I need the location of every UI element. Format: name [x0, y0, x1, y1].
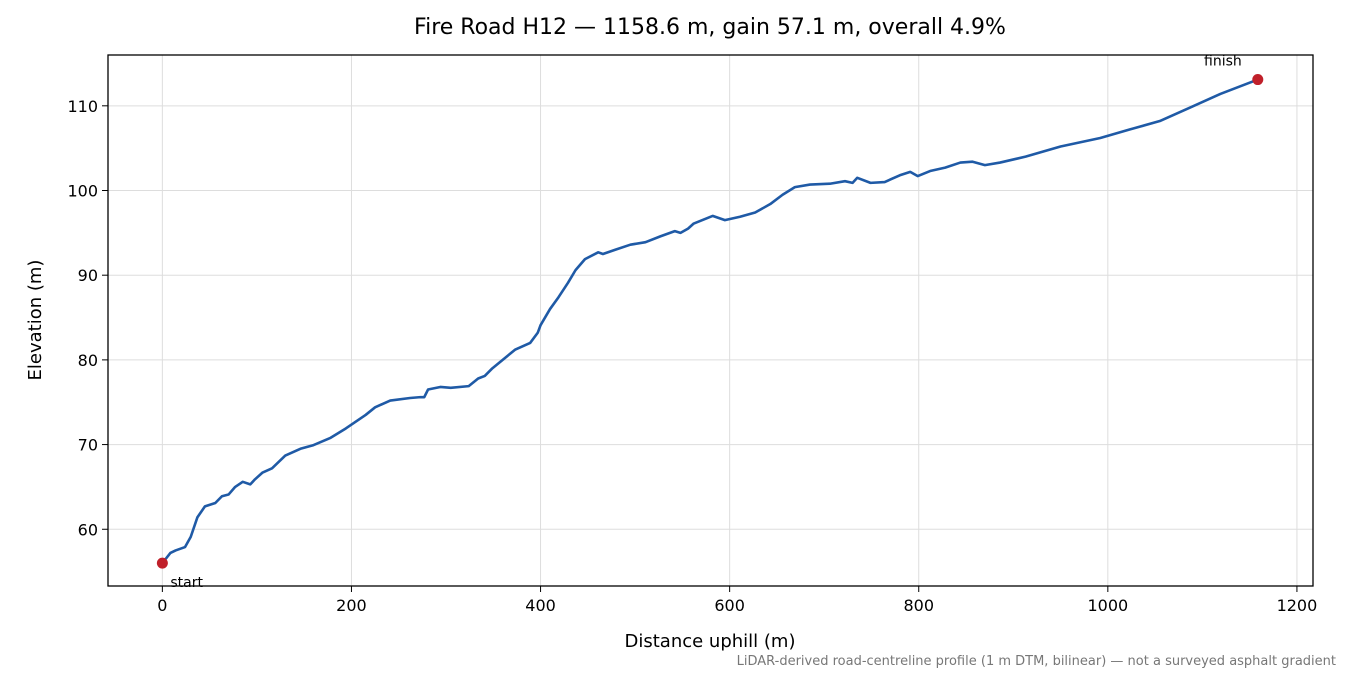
plot: start finish	[156, 54, 1264, 591]
y-tick-label: 90	[78, 266, 98, 285]
x-tick-label: 1000	[1087, 596, 1128, 615]
x-tick-label: 800	[903, 596, 934, 615]
x-tick-label: 400	[525, 596, 556, 615]
y-tick-label: 60	[78, 520, 98, 539]
x-tick-label: 0	[157, 596, 167, 615]
endpoint-marker	[156, 557, 168, 569]
endpoint-marker	[1252, 74, 1264, 86]
y-tick-label: 80	[78, 351, 98, 370]
x-tick-label: 600	[714, 596, 745, 615]
y-tick-label: 70	[78, 436, 98, 455]
y-axis-label: Elevation (m)	[25, 260, 46, 381]
chart-title: Fire Road H12 — 1158.6 m, gain 57.1 m, o…	[414, 15, 1006, 40]
endpoint-label: finish	[1204, 54, 1242, 70]
x-tick-label: 200	[336, 596, 367, 615]
endpoint-label: start	[170, 575, 203, 591]
x-axis-label: Distance uphill (m)	[625, 631, 796, 652]
plot-frame	[107, 54, 1314, 587]
elevation-line	[161, 78, 1259, 564]
x-tick-label: 1200	[1277, 596, 1318, 615]
grid	[108, 55, 1313, 586]
footnote: LiDAR-derived road-centreline profile (1…	[737, 654, 1336, 669]
y-tick-label: 100	[67, 182, 98, 201]
y-tick-label: 110	[67, 97, 98, 116]
